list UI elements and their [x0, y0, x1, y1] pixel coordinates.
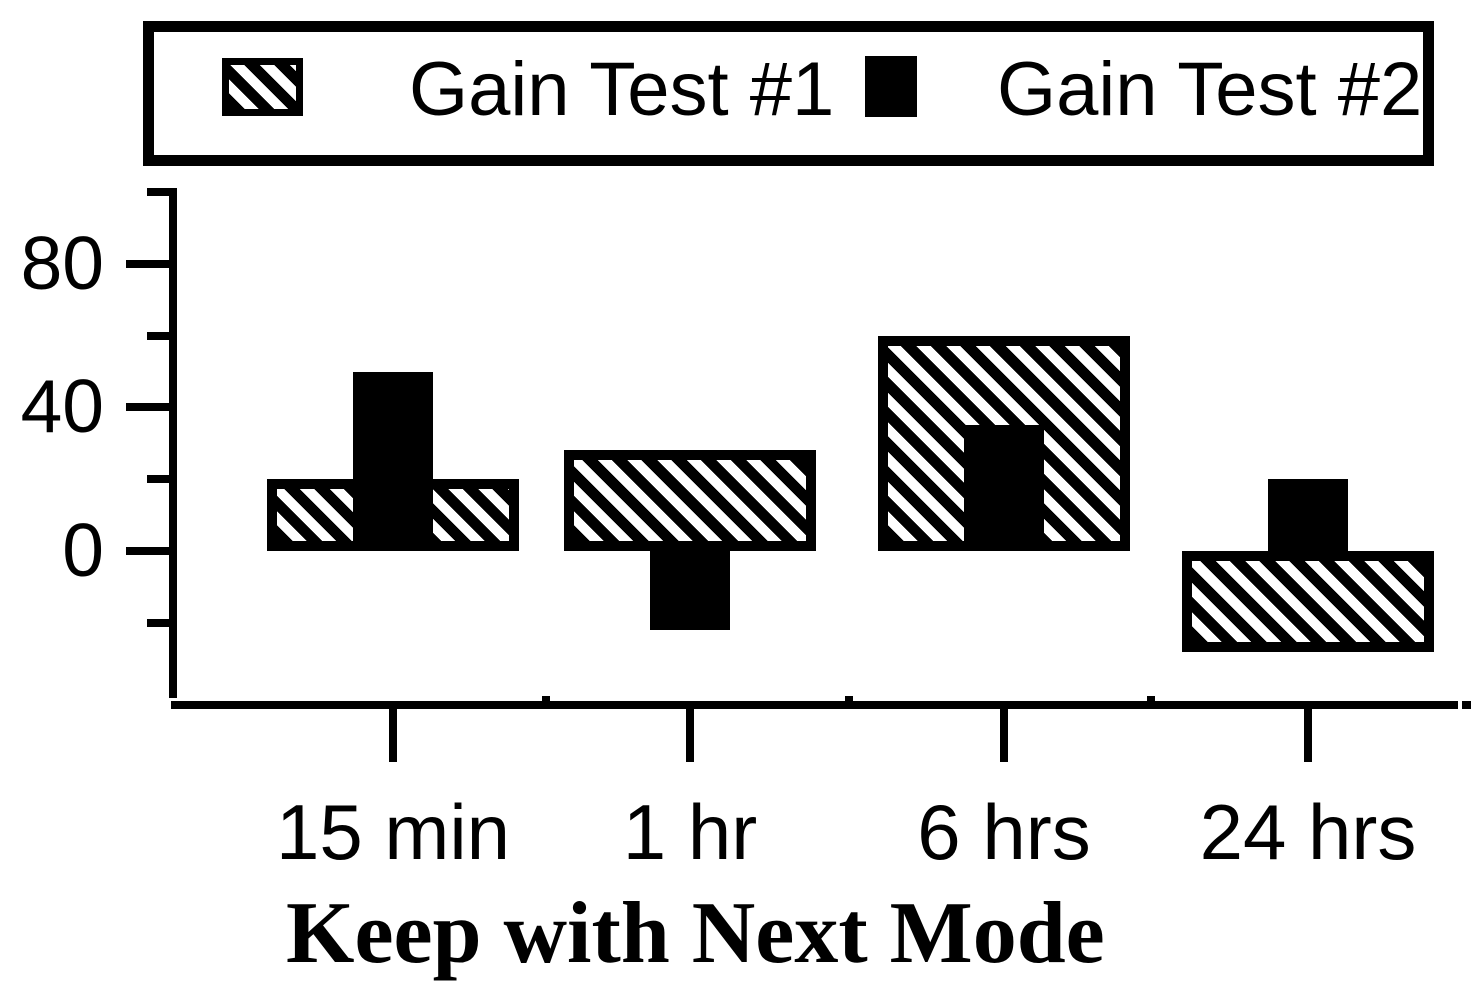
legend-label-gain-test-2: Gain Test #2: [997, 47, 1423, 132]
x-axis-line: [171, 701, 1458, 709]
y-tick-label-80: 80: [20, 220, 104, 305]
x-tick-label-1-hr: 1 hr: [622, 788, 758, 876]
y-tick-label-40: 40: [20, 364, 104, 449]
x-axis-end-tick: [1462, 701, 1471, 709]
bar-gain-test-2-15-min: [353, 371, 433, 551]
x-major-tick-1-hr: [686, 701, 694, 762]
x-minor-tick: [845, 696, 853, 702]
y-major-tick-40: [126, 403, 173, 412]
bar-gain-test-2-1-hr: [650, 551, 730, 630]
bar-gain-test-2-6-hrs: [964, 425, 1044, 551]
x-major-tick-24-hrs: [1304, 701, 1312, 762]
y-major-tick-0: [126, 547, 173, 555]
y-minor-tick--20: [147, 618, 173, 627]
x-major-tick-15-min: [389, 701, 397, 762]
x-axis-title: Keep with Next Mode: [286, 885, 1105, 982]
y-minor-tick-20: [147, 475, 173, 484]
y-minor-tick-100: [147, 188, 173, 196]
x-tick-label-15-min: 15 min: [275, 788, 511, 876]
y-tick-label-0: 0: [62, 508, 104, 592]
x-minor-tick: [542, 696, 550, 702]
bar-gain-test-1-24-hrs: [1182, 551, 1434, 652]
legend-box: Gain Test #1 Gain Test #2: [143, 21, 1434, 166]
y-major-tick-80: [126, 259, 173, 268]
bar-gain-test-2-24-hrs: [1268, 479, 1348, 551]
x-tick-label-6-hrs: 6 hrs: [917, 788, 1091, 876]
legend-label-gain-test-1: Gain Test #1: [409, 47, 835, 132]
legend-swatch-hatched-icon: [222, 58, 303, 116]
x-tick-label-24-hrs: 24 hrs: [1199, 788, 1417, 876]
y-minor-tick-60: [147, 331, 173, 340]
x-minor-tick: [1147, 696, 1155, 702]
x-major-tick-6-hrs: [1000, 701, 1008, 762]
legend-swatch-solid-icon: [865, 56, 917, 117]
y-axis-line: [169, 188, 177, 698]
bar-gain-test-1-1-hr: [564, 450, 816, 551]
